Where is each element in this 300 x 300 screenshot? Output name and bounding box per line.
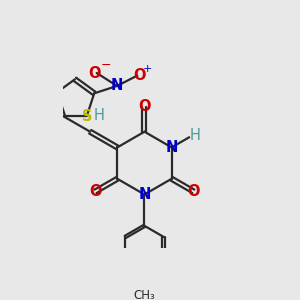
Text: S: S — [82, 109, 92, 124]
Text: CH₃: CH₃ — [134, 290, 155, 300]
Text: H: H — [189, 128, 200, 143]
Text: O: O — [133, 68, 146, 83]
Text: +: + — [142, 64, 152, 74]
Text: N: N — [111, 78, 123, 93]
Text: O: O — [89, 184, 102, 199]
Text: O: O — [187, 184, 200, 199]
Text: H: H — [94, 108, 105, 123]
Text: O: O — [88, 65, 101, 80]
Text: N: N — [165, 140, 178, 155]
Text: O: O — [138, 99, 151, 114]
Text: −: − — [101, 59, 111, 72]
Text: N: N — [138, 187, 151, 202]
